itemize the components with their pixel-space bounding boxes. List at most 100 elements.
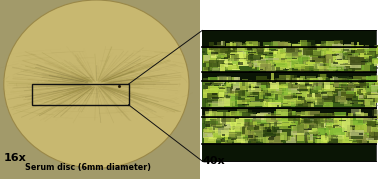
Bar [339, 58, 352, 64]
Bar [208, 78, 218, 82]
Bar [232, 83, 243, 93]
Bar [203, 92, 215, 94]
Bar [265, 45, 269, 51]
Bar [212, 48, 220, 54]
Bar [349, 136, 352, 141]
Bar [223, 93, 231, 100]
Bar [251, 114, 260, 119]
Bar [209, 88, 218, 92]
Bar [211, 135, 214, 138]
Bar [224, 118, 228, 124]
Bar [370, 85, 375, 93]
Bar [350, 89, 358, 97]
Bar [232, 123, 234, 130]
Bar [271, 102, 277, 104]
Bar [349, 130, 364, 140]
Bar [285, 128, 291, 130]
Bar [239, 136, 251, 139]
Bar [239, 80, 248, 86]
Bar [275, 80, 277, 82]
Bar [321, 50, 332, 58]
Bar [314, 114, 324, 124]
Bar [228, 129, 235, 138]
Bar [358, 91, 364, 98]
Bar [239, 83, 254, 89]
Bar [282, 127, 290, 133]
Bar [248, 134, 262, 140]
Bar [357, 113, 368, 120]
Bar [214, 119, 218, 123]
Bar [209, 130, 212, 132]
Bar [235, 117, 239, 119]
Bar [266, 55, 280, 64]
Bar [203, 67, 208, 71]
Bar [233, 54, 236, 57]
Bar [332, 57, 336, 60]
Bar [274, 102, 278, 107]
Bar [345, 90, 347, 91]
Bar [330, 128, 345, 135]
Bar [260, 130, 265, 134]
Bar [284, 90, 298, 95]
Bar [207, 123, 211, 132]
Bar [353, 128, 363, 130]
Bar [300, 66, 304, 72]
Bar [358, 53, 362, 62]
Bar [268, 83, 274, 90]
Bar [310, 50, 323, 57]
Bar [265, 61, 278, 67]
Bar [367, 86, 369, 88]
Bar [297, 124, 304, 133]
Bar [345, 115, 352, 118]
Bar [319, 74, 326, 83]
Bar [286, 75, 294, 83]
Bar [275, 60, 287, 68]
Bar [267, 62, 269, 63]
Bar [294, 100, 304, 103]
Bar [282, 41, 290, 50]
Bar [340, 96, 347, 101]
Bar [222, 129, 231, 132]
Bar [359, 134, 370, 140]
Bar [361, 61, 368, 62]
Bar [364, 55, 372, 59]
Bar [272, 54, 276, 57]
Bar [220, 75, 226, 82]
Bar [236, 121, 248, 123]
Bar [269, 103, 283, 104]
Bar [249, 61, 261, 64]
Bar [224, 97, 235, 103]
Bar [292, 44, 303, 48]
Bar [359, 92, 372, 99]
Bar [253, 116, 260, 120]
Bar [301, 42, 304, 48]
Bar [265, 86, 277, 95]
Bar [231, 115, 234, 122]
Bar [301, 45, 307, 51]
Bar [221, 139, 232, 144]
Bar [353, 133, 367, 142]
Bar [210, 56, 213, 57]
Bar [290, 120, 301, 122]
Bar [234, 55, 237, 61]
Bar [248, 52, 263, 59]
Bar [336, 50, 344, 52]
Bar [332, 54, 336, 56]
Bar [225, 58, 234, 62]
Bar [240, 48, 246, 51]
Bar [312, 49, 324, 50]
Bar [321, 114, 327, 123]
Bar [269, 79, 271, 83]
Bar [375, 81, 378, 87]
Bar [273, 50, 285, 58]
Bar [203, 129, 209, 132]
Bar [203, 132, 212, 138]
Bar [348, 124, 359, 132]
Bar [246, 118, 253, 125]
Bar [282, 122, 289, 127]
Bar [292, 70, 304, 71]
Bar [307, 66, 315, 69]
Bar [235, 111, 246, 120]
Bar [228, 63, 239, 70]
Bar [228, 77, 232, 83]
